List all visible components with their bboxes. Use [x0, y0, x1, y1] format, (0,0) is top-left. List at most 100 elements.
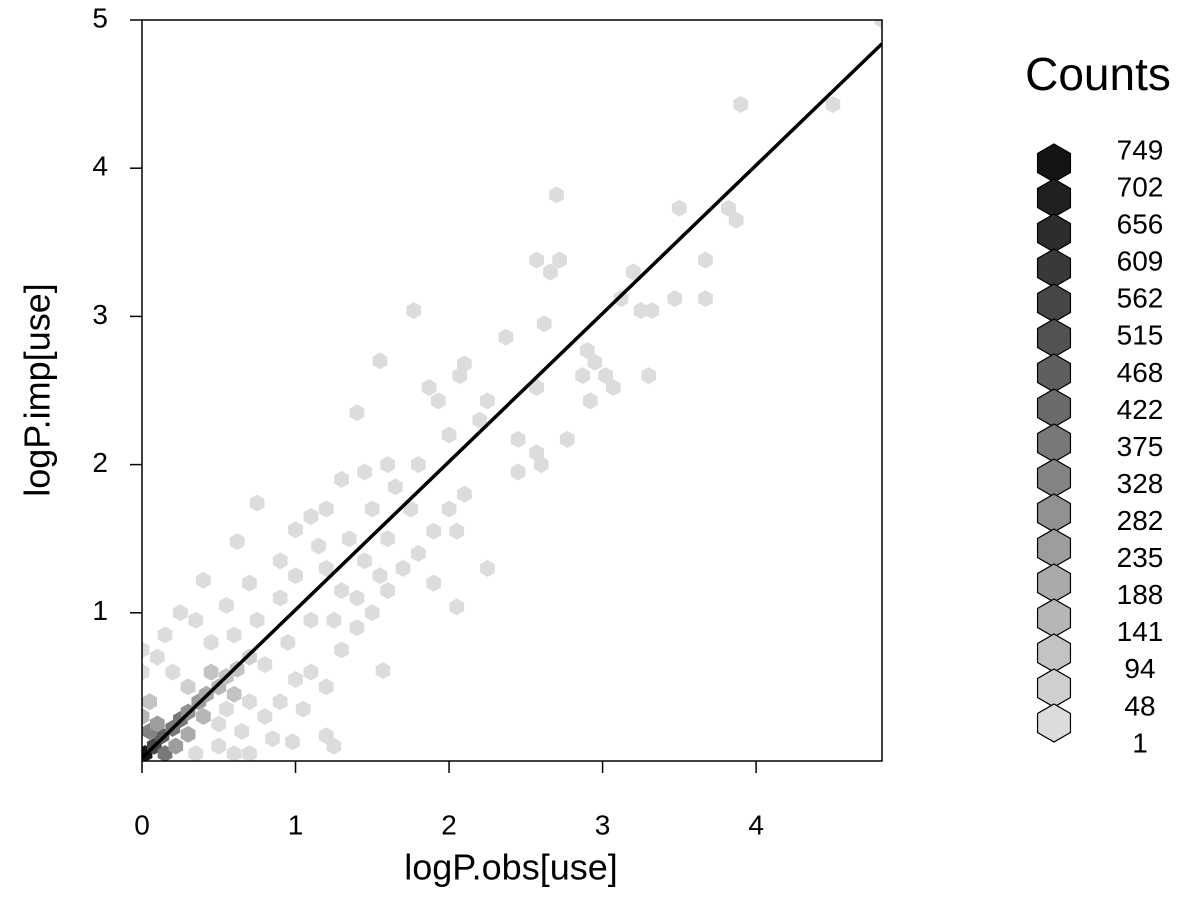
hex-cell [280, 633, 296, 651]
legend-swatch [1036, 283, 1072, 323]
hex-cell [698, 251, 713, 269]
hex-cell [303, 507, 319, 525]
y-tick-label: 1 [92, 595, 108, 626]
hex-cell [449, 522, 465, 540]
legend-label: 375 [1117, 431, 1164, 462]
hex-cell [667, 290, 683, 308]
hex-cell [149, 715, 165, 733]
hex-cell [552, 251, 567, 269]
hex-cell [318, 678, 334, 696]
hex-cell [334, 582, 349, 600]
legend-label: 282 [1117, 505, 1164, 536]
y-axis-label: logP.imp[use] [17, 283, 58, 496]
x-tick-label: 4 [748, 809, 764, 840]
legend-label: 468 [1117, 357, 1164, 388]
legend-swatch [1036, 213, 1072, 253]
hex-cell [311, 537, 326, 555]
hex-layer [142, 20, 882, 761]
hex-cell [533, 456, 549, 474]
y-tick-label: 2 [92, 447, 108, 478]
x-axis-label: logP.obs[use] [404, 847, 618, 888]
hex-cell [510, 430, 526, 448]
hex-cell [441, 500, 457, 518]
hex-cell [472, 411, 488, 429]
legend-label: 656 [1117, 209, 1164, 240]
legend-swatch [1036, 248, 1072, 288]
hex-cell [364, 500, 380, 518]
legend-label: 328 [1117, 468, 1164, 499]
legend-swatch [1036, 563, 1072, 603]
hex-cell [449, 598, 465, 616]
hex-cell [549, 186, 564, 204]
hex-cell [196, 708, 211, 726]
hex-cell [249, 611, 265, 629]
legend-label: 188 [1117, 579, 1164, 610]
hex-cell [457, 485, 472, 503]
hex-cell [188, 745, 204, 761]
x-tick-label: 0 [134, 809, 150, 840]
legend-label: 1 [1132, 727, 1148, 758]
legend-label: 749 [1117, 134, 1164, 165]
legend-swatch [1036, 353, 1072, 393]
plot-frame [141, 19, 883, 762]
hex-cell [536, 315, 552, 333]
hex-cell [180, 678, 196, 696]
legend-swatch [1036, 668, 1072, 708]
hex-cell [142, 693, 158, 711]
hex-cell [242, 745, 257, 761]
hex-cell [242, 574, 257, 592]
legend-swatch [1036, 178, 1072, 218]
legend-swatch [1036, 598, 1072, 638]
hex-cell [234, 722, 250, 740]
hex-cell [480, 392, 495, 410]
hex-cell [357, 552, 372, 570]
hex-cell [188, 611, 204, 629]
hex-cell [219, 700, 234, 718]
hex-cell [598, 367, 614, 385]
hex-cell [288, 567, 303, 585]
hex-cell [303, 663, 319, 681]
y-tick-label: 5 [92, 2, 108, 33]
hex-cell [334, 641, 349, 659]
hex-cell [226, 745, 242, 761]
hex-cell [219, 596, 234, 614]
hex-cell [226, 685, 242, 703]
hex-cell [510, 463, 526, 481]
hex-cell [142, 663, 150, 681]
hex-cell [265, 730, 280, 748]
hex-cell [403, 500, 419, 518]
hex-cell [575, 367, 590, 385]
hex-cell [426, 522, 442, 540]
hex-cell [272, 552, 288, 570]
hex-cell [387, 478, 403, 496]
legend-swatch [1036, 388, 1072, 428]
hex-cell [180, 725, 196, 743]
hex-cell [203, 633, 219, 651]
x-tick-label: 1 [288, 809, 304, 840]
hex-cell [625, 263, 641, 281]
hex-cell [375, 662, 391, 680]
hex-cell [372, 352, 388, 370]
legend-swatch [1036, 493, 1072, 533]
legend-label: 235 [1117, 542, 1164, 573]
legend-swatch [1036, 633, 1072, 673]
hex-cell [272, 589, 288, 607]
legend-label: 702 [1117, 171, 1164, 202]
hex-cell [728, 211, 744, 229]
hex-cell [582, 392, 598, 410]
legend-label: 515 [1117, 320, 1164, 351]
legend-swatch [1036, 458, 1072, 498]
hex-cell [341, 530, 357, 548]
hex-cell [380, 582, 395, 600]
hex-cell [543, 263, 558, 281]
hex-cell [410, 545, 426, 563]
hex-cell [641, 367, 656, 385]
legend-label: 562 [1117, 283, 1164, 314]
hex-cell [357, 463, 372, 481]
hex-cell [226, 626, 242, 644]
hex-cell [380, 456, 395, 474]
hex-cell [334, 470, 349, 488]
legend-label: 94 [1124, 653, 1155, 684]
hex-cell [229, 533, 245, 551]
